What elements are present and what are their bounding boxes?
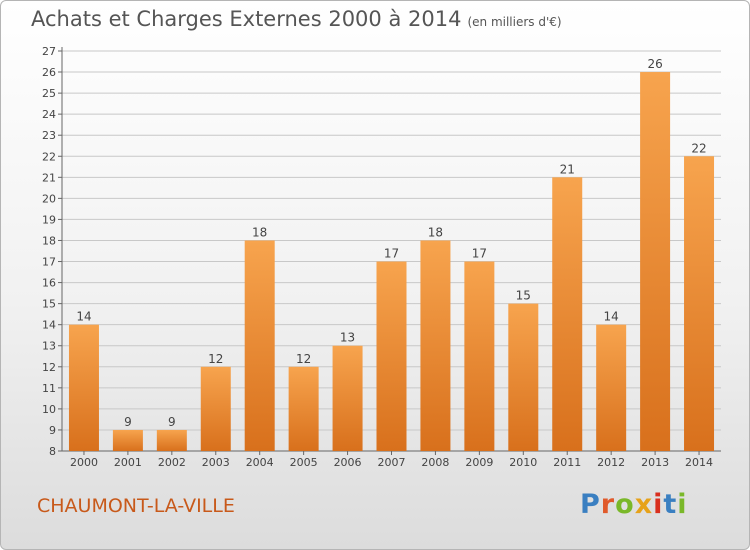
data-label-2001: 9	[124, 415, 132, 429]
bar-2002	[156, 429, 187, 451]
x-tick-label-2007: 2007	[378, 456, 406, 469]
data-label-2012: 14	[604, 310, 619, 324]
x-tick-label-2013: 2013	[641, 456, 669, 469]
y-axis-ticks: 8 9 10 11 12 13 14 15 16 17 18 19 20 21 22 23 24 25 26 27	[42, 45, 62, 458]
x-axis-ticks: 2000 2001 2002 2003 2004 2005 2006 2007 2008 2009…	[70, 451, 713, 469]
data-label-2006: 13	[340, 331, 355, 345]
bar-2010	[508, 303, 539, 451]
proxiti-logo[interactable]: Proxiti	[580, 489, 688, 520]
data-label-2005: 12	[296, 352, 311, 366]
y-tick-label: 8	[49, 445, 56, 458]
logo-letter: x	[634, 489, 654, 520]
y-tick-label: 21	[42, 171, 56, 184]
chart-title-text: Achats et Charges Externes 2000 à 2014	[31, 7, 462, 31]
bar-2011	[552, 177, 583, 451]
x-tick-label-2004: 2004	[246, 456, 274, 469]
data-label-2010: 15	[516, 289, 531, 303]
bar-2000	[68, 324, 99, 451]
x-tick-label-2000: 2000	[70, 456, 98, 469]
y-tick-label: 22	[42, 150, 56, 163]
logo-letter: r	[600, 489, 616, 520]
bar-2008	[420, 240, 451, 451]
y-tick-label: 14	[42, 319, 56, 332]
x-tick-label-2003: 2003	[202, 456, 230, 469]
chart-unit: (en milliers d'€)	[467, 15, 562, 29]
data-label-2013: 26	[647, 57, 662, 71]
y-tick-label: 11	[42, 382, 56, 395]
y-tick-label: 25	[42, 87, 56, 100]
data-label-2007: 17	[384, 247, 399, 261]
logo-letter: o	[615, 489, 635, 520]
data-labels: 14 9 9 12 18 12 13 17 18 17 15 21 14 26 22	[76, 57, 706, 429]
x-tick-label-2002: 2002	[158, 456, 186, 469]
bar-2003	[200, 366, 231, 451]
logo-letter: i	[653, 489, 664, 520]
y-tick-label: 17	[42, 256, 56, 269]
x-tick-label-2014: 2014	[685, 456, 713, 469]
bar-2013	[640, 72, 671, 451]
data-label-2014: 22	[691, 141, 706, 155]
commune-name: CHAUMONT-LA-VILLE	[37, 495, 235, 517]
y-tick-label: 9	[49, 424, 56, 437]
x-tick-label-2006: 2006	[334, 456, 362, 469]
x-tick-label-2008: 2008	[421, 456, 449, 469]
bar-2007	[376, 261, 407, 451]
bar-2012	[596, 324, 627, 451]
logo-letter: t	[663, 489, 678, 520]
data-label-2000: 14	[76, 310, 91, 324]
y-tick-label: 19	[42, 213, 56, 226]
y-tick-label: 18	[42, 234, 56, 247]
data-label-2008: 18	[428, 225, 443, 239]
bar-2001	[112, 429, 143, 451]
x-tick-label-2012: 2012	[597, 456, 625, 469]
y-tick-label: 20	[42, 192, 56, 205]
x-tick-label-2011: 2011	[553, 456, 581, 469]
x-tick-label-2010: 2010	[509, 456, 537, 469]
data-label-2003: 12	[208, 352, 223, 366]
data-label-2011: 21	[560, 162, 575, 176]
y-tick-label: 12	[42, 361, 56, 374]
y-tick-label: 15	[42, 298, 56, 311]
bar-2005	[288, 366, 319, 451]
y-tick-label: 27	[42, 45, 56, 58]
chart-title: Achats et Charges Externes 2000 à 2014 (e…	[31, 7, 562, 31]
bar-2006	[332, 345, 363, 451]
y-tick-label: 10	[42, 403, 56, 416]
x-tick-label-2001: 2001	[114, 456, 142, 469]
bars	[68, 72, 715, 451]
logo-letter: i	[677, 489, 688, 520]
y-tick-label: 13	[42, 340, 56, 353]
data-label-2004: 18	[252, 225, 267, 239]
x-tick-label-2005: 2005	[290, 456, 318, 469]
data-label-2002: 9	[168, 415, 176, 429]
logo-letter: P	[580, 489, 601, 520]
y-tick-label: 16	[42, 277, 56, 290]
bar-2014	[684, 156, 715, 451]
y-tick-label: 26	[42, 66, 56, 79]
x-tick-label-2009: 2009	[465, 456, 493, 469]
y-tick-label: 23	[42, 129, 56, 142]
y-tick-label: 24	[42, 108, 56, 121]
data-label-2009: 17	[472, 247, 487, 261]
bar-2004	[244, 240, 275, 451]
bar-2009	[464, 261, 495, 451]
